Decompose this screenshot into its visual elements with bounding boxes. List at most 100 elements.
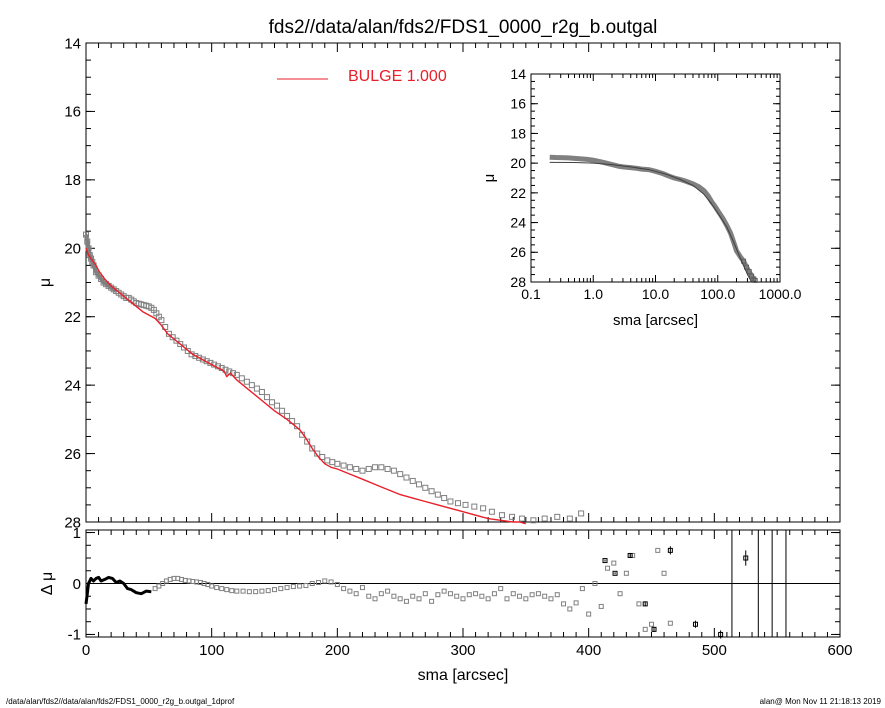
data-point — [209, 583, 215, 589]
chart-title: fds2//data/alan/fds2/FDS1_0000_r2g_b.out… — [269, 17, 658, 38]
x-tick-label: 1.0 — [584, 286, 604, 302]
data-point — [222, 366, 229, 373]
y-tick-label: -1 — [68, 627, 81, 644]
data-point — [177, 341, 184, 348]
data-point — [253, 589, 259, 595]
y-tick-label: 26 — [510, 244, 526, 260]
data-point — [530, 517, 537, 524]
y-tick-label: 14 — [510, 66, 526, 82]
data-point — [224, 587, 230, 593]
data-point — [258, 388, 265, 395]
y-tick-label: 22 — [64, 309, 81, 326]
data-point — [529, 592, 535, 598]
data-point — [214, 585, 220, 591]
residual-dense-line — [84, 575, 152, 605]
data-point — [410, 593, 416, 599]
y-tick-label: 22 — [510, 185, 526, 201]
data-point — [196, 354, 203, 361]
legend-label-bulge: BULGE 1.000 — [348, 68, 447, 85]
data-point — [181, 344, 188, 351]
data-point — [246, 589, 252, 595]
x-tick-label: 1000.0 — [759, 286, 802, 302]
data-point — [605, 565, 611, 571]
data-point — [229, 588, 235, 594]
data-point — [642, 601, 648, 607]
data-point — [243, 378, 250, 385]
data-point — [661, 570, 667, 576]
x-tick-label: 0 — [82, 642, 90, 659]
data-point — [353, 591, 359, 597]
data-point — [384, 465, 391, 472]
data-point — [347, 588, 353, 594]
data-point — [253, 385, 260, 392]
data-point — [391, 593, 397, 599]
data-point — [592, 581, 598, 586]
data-point — [617, 591, 623, 597]
data-point — [238, 375, 245, 382]
x-tick-label: 500 — [702, 642, 727, 659]
data-point — [743, 555, 749, 561]
data-point — [548, 596, 554, 602]
y-tick-label: 18 — [64, 172, 81, 189]
data-point — [315, 579, 321, 585]
data-point — [471, 503, 478, 510]
data-point — [751, 276, 757, 282]
data-point — [192, 353, 199, 360]
data-point — [692, 621, 698, 627]
y-tick-label: 0 — [73, 576, 81, 593]
data-point — [319, 453, 326, 460]
data-point — [573, 600, 579, 606]
data-point — [219, 586, 225, 592]
data-point — [156, 583, 162, 589]
data-point — [184, 347, 191, 354]
y-tick-label: 16 — [64, 104, 81, 121]
data-point — [578, 510, 585, 517]
main-plot-series — [83, 231, 585, 525]
data-point — [479, 593, 485, 599]
data-point — [422, 484, 429, 491]
data-point — [303, 583, 309, 589]
y-tick-label: 24 — [510, 214, 526, 230]
data-point — [586, 611, 592, 617]
y-axis-label: Δ μ — [39, 572, 56, 595]
data-point — [158, 317, 165, 324]
data-point — [165, 330, 172, 337]
data-point — [554, 513, 561, 520]
data-point — [284, 585, 290, 591]
y-tick-label: 24 — [64, 377, 81, 394]
data-point — [372, 596, 378, 602]
data-point — [667, 620, 673, 626]
data-point — [409, 477, 416, 484]
data-point — [460, 596, 466, 602]
data-point — [718, 631, 724, 637]
data-point — [611, 560, 617, 566]
x-tick-label: 100 — [199, 642, 224, 659]
data-point — [504, 596, 510, 602]
data-point — [480, 505, 487, 512]
data-point — [510, 591, 516, 597]
y-tick-label: 1 — [73, 525, 81, 542]
data-point — [259, 588, 265, 594]
data-point — [498, 512, 505, 519]
data-point — [324, 457, 331, 464]
model-line — [549, 161, 753, 283]
data-point — [441, 588, 447, 594]
inset-plot-series — [549, 154, 758, 284]
main-plot-axes: 14 16 18 20 22 24 26 28 μ — [37, 35, 841, 531]
data-point — [378, 591, 384, 597]
y-tick-label: 26 — [64, 446, 81, 463]
data-point — [561, 601, 567, 607]
data-point — [416, 596, 422, 602]
data-point — [602, 558, 608, 564]
x-tick-label: 0.1 — [521, 286, 541, 302]
data-point — [268, 399, 275, 406]
x-tick-label: 300 — [450, 642, 475, 659]
data-point — [636, 601, 642, 607]
data-point — [403, 474, 410, 481]
data-point — [309, 581, 315, 586]
data-point — [541, 515, 548, 522]
data-point — [579, 586, 585, 592]
data-point — [152, 586, 158, 592]
data-point — [265, 588, 271, 594]
